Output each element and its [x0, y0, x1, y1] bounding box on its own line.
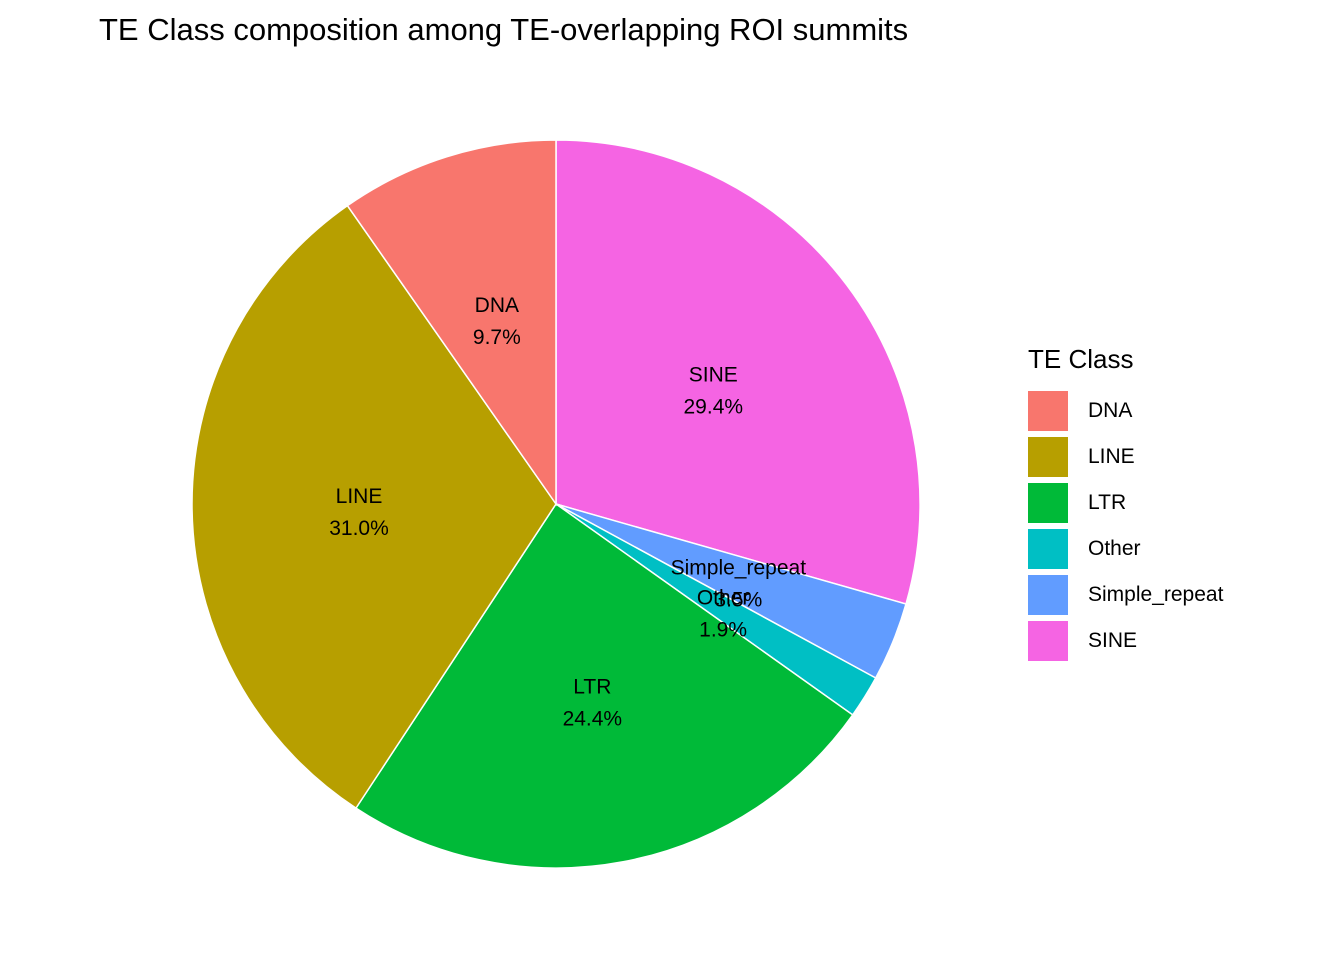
legend-item-other: Other	[1028, 526, 1223, 572]
slice-label-dna: DNA 9.7%	[473, 294, 521, 349]
pie-slice-line	[191, 204, 557, 810]
slice-label-sine: SINE 29.4%	[684, 363, 744, 418]
legend-label-line: LINE	[1088, 445, 1135, 468]
slice-label-other: Other 1.9%	[697, 586, 750, 641]
legend-label-simple-repeat: Simple_repeat	[1088, 583, 1224, 606]
legend-items: DNA LINE LTR Other Simple_repeat SINE	[1028, 388, 1223, 664]
pie-slices	[191, 139, 921, 869]
slice-label-ltr: LTR 24.4%	[563, 676, 623, 731]
legend-label-ltr: LTR	[1088, 491, 1127, 514]
legend-item-sine: SINE	[1028, 618, 1223, 664]
legend-title: TE Class	[1028, 344, 1134, 374]
legend-item-ltr: LTR	[1028, 480, 1223, 526]
chart-title: TE Class composition among TE-overlappin…	[99, 12, 909, 47]
legend: TE Class DNA LINE LTR Other Simple_repeat SIN…	[1028, 342, 1223, 664]
legend-item-simple-repeat: Simple_repeat	[1028, 572, 1223, 618]
legend-key-dna	[1028, 391, 1068, 431]
legend-key-ltr	[1028, 483, 1068, 523]
legend-label-sine: SINE	[1088, 629, 1138, 652]
legend-key-sine	[1028, 621, 1068, 661]
pie-slice-sine	[555, 139, 921, 605]
legend-key-line	[1028, 437, 1068, 477]
legend-item-dna: DNA	[1028, 388, 1223, 434]
legend-item-line: LINE	[1028, 434, 1223, 480]
legend-label-dna: DNA	[1088, 399, 1133, 422]
legend-label-other: Other	[1088, 537, 1141, 560]
pie-labels: SINE 29.4% Simple_repeat 3.5%Other 1.9% LTR 24…	[329, 294, 806, 731]
legend-key-other	[1028, 529, 1068, 569]
slice-label-simple-repeat: Simple_repeat 3.5%	[671, 557, 807, 612]
pie-slice-dna	[346, 139, 557, 507]
pie-slice-ltr	[354, 502, 854, 869]
legend-key-simple-repeat	[1028, 575, 1068, 615]
slice-label-line: LINE 31.0%	[329, 485, 389, 540]
